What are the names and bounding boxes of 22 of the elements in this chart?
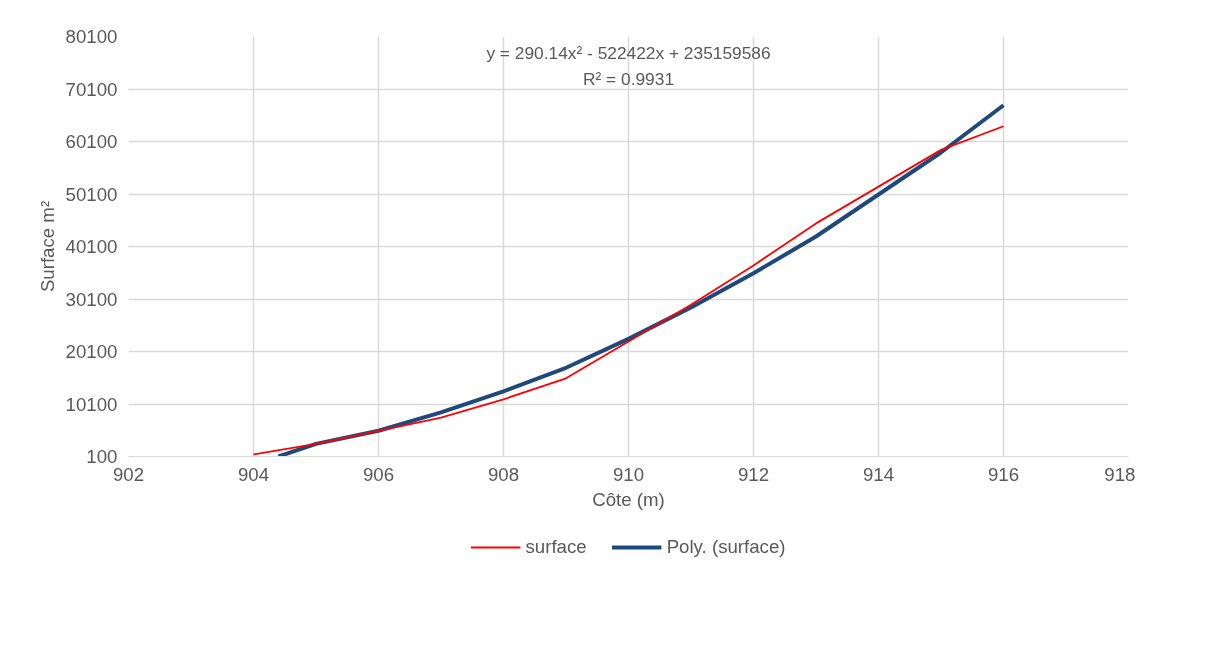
legend-label: Poly. (surface) (666, 536, 786, 558)
x-tick-label: 918 (1104, 463, 1136, 485)
y-tick-label: 10100 (65, 393, 118, 415)
y-tick-label: 40100 (65, 236, 118, 257)
annotation: R² = 0.9931 (582, 68, 675, 89)
x-tick-label: 908 (487, 463, 520, 485)
y-tick-label: 70100 (65, 78, 118, 100)
x-tick-label: 916 (987, 463, 1020, 485)
legend-label: surface (525, 536, 587, 558)
y-axis-title: Surface m² (36, 200, 58, 293)
annotation: y = 290.14x² - 522422x + 235159586 (486, 42, 771, 63)
x-tick-label: 912 (737, 463, 770, 485)
y-tick-label: 60100 (65, 131, 118, 152)
x-tick-label: 904 (237, 463, 270, 485)
x-tick-label: 914 (862, 463, 895, 485)
y-tick-label: 80100 (65, 26, 118, 47)
x-tick-label: 910 (612, 463, 645, 485)
x-axis-title: Côte (m) (592, 488, 665, 510)
x-tick-label: 906 (362, 463, 395, 485)
y-tick-label: 30100 (65, 288, 118, 310)
y-tick-label: 50100 (65, 183, 118, 205)
y-tick-label: 20100 (65, 341, 118, 362)
